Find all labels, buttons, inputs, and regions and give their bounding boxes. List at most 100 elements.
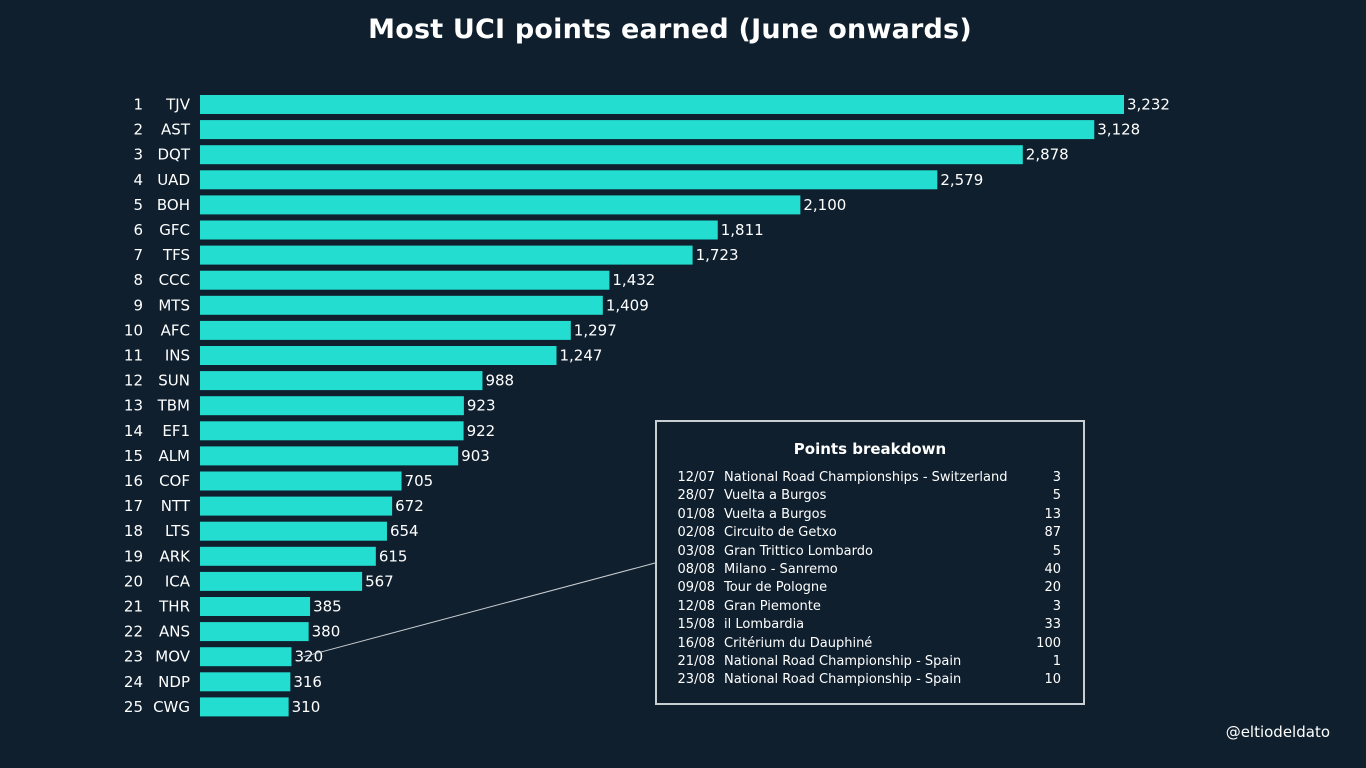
rank-label: 18 (124, 522, 143, 540)
value-label: 1,297 (574, 321, 617, 339)
value-label: 2,100 (803, 196, 846, 214)
breakdown-points: 3 (1052, 470, 1061, 485)
rank-label: 10 (124, 321, 143, 339)
value-label: 923 (467, 397, 496, 415)
rank-label: 3 (133, 146, 143, 164)
team-label: BOH (157, 196, 190, 214)
breakdown-date: 01/08 (677, 506, 715, 522)
breakdown-row: 21/08 National Road Championship - Spain 1 (657, 653, 1083, 671)
breakdown-race: Circuito de Getxo (724, 525, 837, 541)
breakdown-points: 100 (1036, 635, 1061, 651)
breakdown-points: 3 (1052, 598, 1061, 614)
value-label: 988 (485, 372, 514, 390)
rank-label: 8 (133, 271, 143, 289)
bar-alm (200, 446, 459, 466)
breakdown-row: 15/08 il Lombardia 33 (657, 616, 1083, 634)
breakdown-race: Vuelta a Burgos (724, 506, 827, 522)
breakdown-row: 12/07 National Road Championships - Switz… (657, 469, 1083, 487)
rank-label: 14 (124, 422, 143, 440)
rank-label: 7 (133, 246, 143, 264)
team-label: MOV (155, 648, 190, 666)
value-label: 2,878 (1026, 146, 1069, 164)
bar-ans (200, 622, 309, 642)
value-label: 1,409 (606, 296, 649, 314)
rank-label: 16 (124, 472, 143, 490)
value-label: 1,811 (721, 221, 764, 239)
breakdown-row: 01/08 Vuelta a Burgos 13 (657, 506, 1083, 524)
rank-label: 1 (133, 96, 143, 114)
bar-cof (200, 471, 402, 491)
bar-mts (200, 295, 603, 315)
breakdown-row: 23/08 National Road Championship - Spain 1… (657, 671, 1083, 689)
team-label: ALM (158, 447, 190, 465)
value-label: 903 (461, 447, 490, 465)
breakdown-row: 12/08 Gran Piemonte 3 (657, 598, 1083, 616)
points-breakdown-panel: Points breakdown 12/07 National Road Cham… (655, 420, 1085, 705)
rank-label: 21 (124, 598, 143, 616)
annotation-connector-line (303, 562, 656, 658)
team-label: NDP (158, 673, 190, 691)
rank-label: 15 (124, 447, 143, 465)
team-label: CWG (153, 698, 190, 716)
bar-lts (200, 521, 387, 541)
rank-label: 4 (133, 171, 143, 189)
bar-ins (200, 346, 557, 365)
bar-boh (200, 195, 801, 215)
team-label: LTS (165, 522, 190, 540)
rank-label: 11 (124, 347, 143, 365)
rank-label: 12 (124, 372, 143, 390)
breakdown-race: Tour de Pologne (724, 580, 828, 596)
rank-label: 6 (133, 221, 143, 239)
value-label: 922 (467, 422, 496, 440)
breakdown-date: 12/08 (677, 598, 715, 614)
team-label: AST (161, 121, 191, 139)
breakdown-race: Milano - Sanremo (724, 562, 838, 577)
breakdown-date: 02/08 (677, 525, 715, 541)
breakdown-race: National Road Championship - Spain (724, 654, 962, 669)
rank-label: 24 (124, 673, 143, 691)
rank-label: 20 (124, 572, 143, 590)
value-label: 320 (294, 648, 323, 666)
breakdown-date: 21/08 (677, 654, 715, 669)
breakdown-race: National Road Championship - Spain (724, 672, 962, 688)
value-label: 2,579 (940, 171, 983, 189)
breakdown-points: 5 (1052, 543, 1061, 559)
breakdown-date: 12/07 (677, 470, 715, 485)
bar-ef1 (200, 421, 464, 441)
breakdown-row: 16/08 Critérium du Dauphiné 100 (657, 635, 1083, 653)
value-label: 316 (293, 673, 322, 691)
rank-label: 2 (133, 121, 143, 139)
bar-mov (200, 647, 292, 667)
value-label: 380 (312, 623, 341, 641)
breakdown-points: 87 (1044, 525, 1061, 541)
rank-label: 5 (133, 196, 143, 214)
chart-title: Most UCI points earned (June onwards) (368, 14, 972, 45)
value-label: 615 (379, 547, 408, 565)
value-label: 672 (395, 497, 424, 515)
team-label: TBM (157, 397, 190, 415)
bar-ntt (200, 496, 393, 516)
bar-dqt (200, 145, 1023, 165)
breakdown-points: 20 (1044, 580, 1061, 596)
team-label: GFC (159, 221, 190, 239)
rank-label: 17 (124, 497, 143, 515)
breakdown-date: 08/08 (677, 562, 715, 577)
value-label: 385 (313, 598, 342, 616)
breakdown-points: 13 (1044, 506, 1061, 522)
team-label: COF (159, 472, 190, 490)
breakdown-row: 09/08 Tour de Pologne 20 (657, 579, 1083, 597)
rank-label: 13 (124, 397, 143, 415)
breakdown-points: 33 (1044, 617, 1061, 633)
breakdown-date: 23/08 (677, 672, 715, 688)
breakdown-race: Gran Trittico Lombardo (724, 543, 873, 559)
bar-cwg (200, 697, 289, 717)
value-label: 1,723 (696, 246, 739, 264)
team-label: INS (165, 347, 190, 365)
rank-label: 22 (124, 623, 143, 641)
bar-gfc (200, 220, 718, 240)
team-label: CCC (159, 271, 190, 289)
breakdown-points: 1 (1052, 654, 1061, 669)
bar-afc (200, 320, 571, 340)
breakdown-race: Gran Piemonte (724, 598, 821, 614)
